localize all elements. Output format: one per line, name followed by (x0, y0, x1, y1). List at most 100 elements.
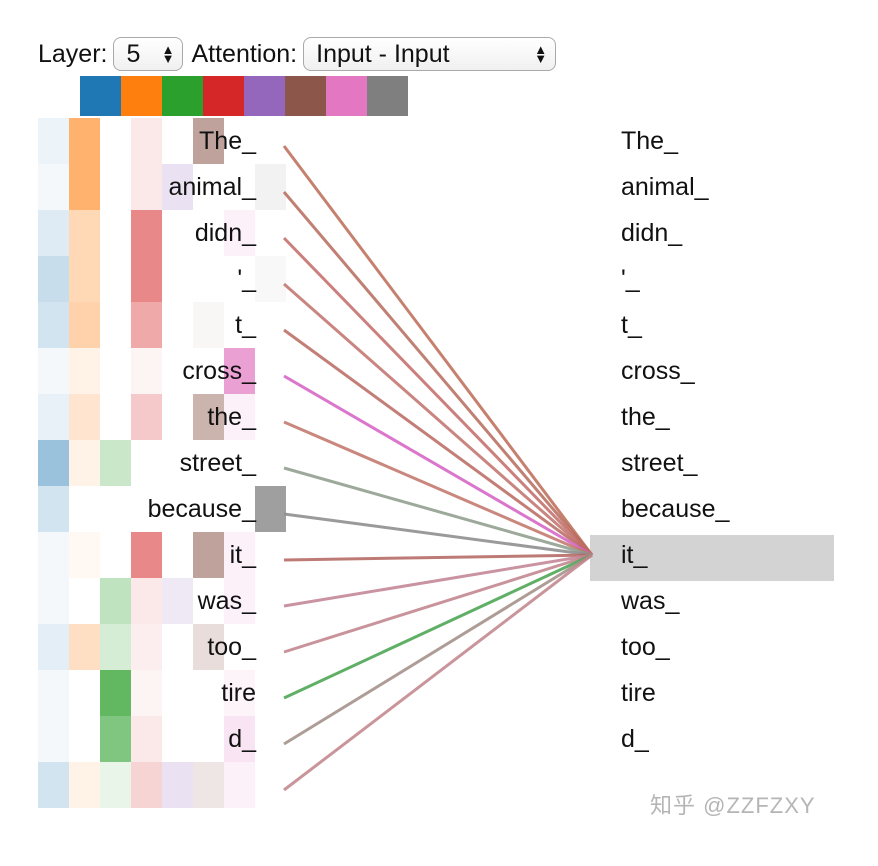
left-token[interactable]: '_ (237, 265, 256, 293)
token-attention-cell (193, 624, 224, 670)
heatmap-cell (131, 716, 162, 762)
attention-line (283, 553, 593, 608)
heatmap-cell (162, 762, 193, 808)
heatmap-cell (69, 440, 100, 486)
token-attention-cell (255, 164, 286, 210)
heatmap-cell (69, 348, 100, 394)
head-swatch-3[interactable] (162, 76, 203, 116)
selected-token-highlight (590, 535, 834, 581)
head-swatch-6[interactable] (285, 76, 326, 116)
left-token[interactable]: street_ (179, 449, 256, 477)
heatmap-cell (38, 302, 69, 348)
attention-value: Input - Input (316, 39, 450, 68)
heatmap-cell (38, 348, 69, 394)
right-token[interactable]: was_ (621, 587, 680, 615)
attention-line (283, 553, 593, 700)
attention-label: Attention: (191, 39, 298, 68)
head-swatch-7[interactable] (326, 76, 367, 116)
heatmap-cell (131, 256, 162, 302)
right-token-selected[interactable]: it_ (621, 541, 648, 569)
right-token[interactable]: didn_ (621, 219, 683, 247)
heatmap-cell (38, 716, 69, 762)
right-token[interactable]: because_ (621, 495, 730, 523)
left-token[interactable]: t_ (235, 311, 256, 339)
right-token[interactable]: d_ (621, 725, 649, 753)
left-token[interactable]: The_ (199, 127, 256, 155)
attention-line (283, 553, 593, 746)
heatmap-cell (100, 578, 131, 624)
heatmap-cell (131, 532, 162, 578)
heatmap-cell (69, 394, 100, 440)
heatmap-cell (131, 578, 162, 624)
right-token[interactable]: too_ (621, 633, 670, 661)
head-swatch-4[interactable] (203, 76, 244, 116)
token-attention-cell (193, 532, 224, 578)
left-token[interactable]: because_ (147, 495, 256, 523)
heatmap-cell (69, 210, 100, 256)
heatmap-cell (38, 394, 69, 440)
token-attention-cell (224, 532, 255, 578)
token-attention-cell (224, 670, 255, 716)
right-token[interactable]: '_ (621, 265, 640, 293)
left-token[interactable]: too_ (207, 633, 256, 661)
token-attention-cell (224, 348, 255, 394)
token-attention-cell (224, 578, 255, 624)
right-token[interactable]: t_ (621, 311, 642, 339)
layer-select[interactable]: 5 ▲ ▼ (113, 37, 184, 71)
head-swatch-5[interactable] (244, 76, 285, 116)
right-token[interactable]: cross_ (621, 357, 695, 385)
attention-line (282, 191, 594, 556)
right-token[interactable]: street_ (621, 449, 698, 477)
heatmap-cell (100, 762, 131, 808)
right-token[interactable]: animal_ (621, 173, 709, 201)
watermark: 知乎 @ZZFZXY (650, 793, 816, 818)
heatmap-cell (69, 624, 100, 670)
left-token[interactable]: it_ (229, 541, 256, 569)
attention-select[interactable]: Input - Input ▲ ▼ (303, 37, 557, 71)
token-attention-cell (193, 394, 224, 440)
attention-line (283, 466, 593, 557)
left-token[interactable]: was_ (197, 587, 256, 615)
left-token[interactable]: the_ (207, 403, 256, 431)
heatmap-cell (38, 624, 69, 670)
heatmap-cell (69, 532, 100, 578)
heatmap-cell (131, 164, 162, 210)
token-attention-cell (162, 164, 193, 210)
heatmap-cell (38, 440, 69, 486)
heatmap-cell (131, 302, 162, 348)
right-token[interactable]: The_ (621, 127, 678, 155)
attention-line (283, 374, 593, 557)
left-token[interactable]: tire (221, 679, 256, 707)
heatmap-cell (131, 762, 162, 808)
heatmap-cell (224, 762, 255, 808)
head-swatch-2[interactable] (121, 76, 162, 116)
attention-line (283, 553, 593, 792)
left-token[interactable]: d_ (228, 725, 256, 753)
left-token[interactable]: didn_ (194, 219, 256, 247)
left-token[interactable]: cross_ (182, 357, 256, 385)
heatmap-cell (38, 670, 69, 716)
heatmap-cell (38, 762, 69, 808)
token-attention-cell (224, 716, 255, 762)
right-token[interactable]: the_ (621, 403, 670, 431)
heatmap-cell (131, 210, 162, 256)
attention-line (283, 282, 593, 557)
heatmap-cell (38, 256, 69, 302)
heatmap-cell (131, 394, 162, 440)
head-swatch-1[interactable] (80, 76, 121, 116)
left-token[interactable]: animal_ (168, 173, 256, 201)
token-attention-cell (255, 256, 286, 302)
heatmap-cell (131, 118, 162, 164)
heatmap-cell (69, 302, 100, 348)
attention-line (282, 145, 594, 556)
heatmap-cell (100, 670, 131, 716)
head-color-swatches (80, 76, 408, 116)
attention-line (283, 553, 593, 562)
layer-label: Layer: (38, 39, 108, 68)
token-attention-cell (224, 394, 255, 440)
heatmap-cell (131, 348, 162, 394)
heatmap-cell (38, 578, 69, 624)
right-token[interactable]: tire (621, 679, 656, 707)
head-swatch-8[interactable] (367, 76, 408, 116)
